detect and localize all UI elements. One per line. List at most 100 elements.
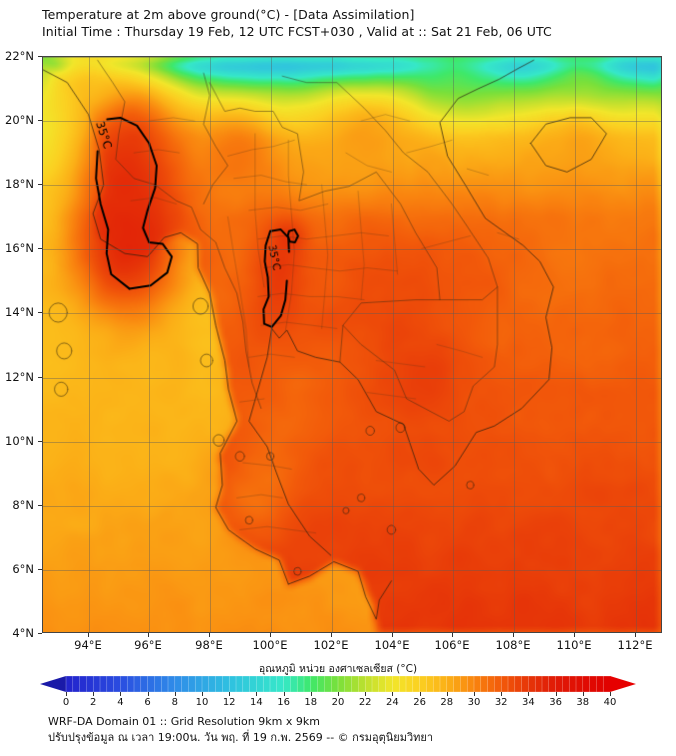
footer-line-1: WRF-DA Domain 01 :: Grid Resolution 9km … xyxy=(48,715,320,728)
colorbar-cell xyxy=(147,676,155,692)
y-tick-label-10: 10°N xyxy=(5,434,34,448)
colorbar-cell xyxy=(126,676,135,692)
footer-block: WRF-DA Domain 01 :: Grid Resolution 9km … xyxy=(48,714,648,746)
colorbar-tick-label-8: 8 xyxy=(171,697,178,708)
colorbar-cell xyxy=(269,676,278,692)
colorbar-cell xyxy=(330,676,339,692)
x-tick-100 xyxy=(270,633,271,637)
colorbar-cell xyxy=(317,676,325,692)
colorbar-tick-label-38: 38 xyxy=(576,697,590,708)
x-tick-106 xyxy=(452,633,453,637)
x-tick-label-102: 102°E xyxy=(313,638,349,652)
colorbar-cell xyxy=(405,676,414,692)
colorbar-over-arrow xyxy=(610,676,636,692)
y-tick-18 xyxy=(38,184,42,185)
colorbar-tick-label-16: 16 xyxy=(277,697,290,708)
colorbar-tick-14 xyxy=(256,692,258,696)
colorbar-cell xyxy=(276,676,285,692)
colorbar-cell xyxy=(344,676,353,692)
colorbar-cell xyxy=(303,676,312,692)
temperature-field-canvas xyxy=(43,57,661,632)
y-tick-8 xyxy=(38,505,42,506)
title-line-2: Initial Time : Thursday 19 Feb, 12 UTC F… xyxy=(42,24,552,39)
colorbar-cell xyxy=(113,676,121,692)
title-line-1: Temperature at 2m above ground(°C) - [Da… xyxy=(42,7,415,22)
colorbar-tick-24 xyxy=(392,692,394,696)
colorbar-cell xyxy=(466,676,475,692)
x-tick-94 xyxy=(88,633,89,637)
colorbar-cell xyxy=(446,676,455,692)
colorbar-tick-label-34: 34 xyxy=(522,697,535,708)
colorbar-cell xyxy=(602,676,611,692)
y-tick-20 xyxy=(38,120,42,121)
colorbar-tick-label-14: 14 xyxy=(250,697,263,708)
y-tick-label-14: 14°N xyxy=(5,305,34,319)
colorbar-cell xyxy=(351,676,359,692)
x-tick-104 xyxy=(392,633,393,637)
x-tick-label-100: 100°E xyxy=(252,638,288,652)
colorbar-cell xyxy=(514,676,523,692)
colorbar-cell xyxy=(79,676,87,692)
colorbar-cell xyxy=(589,676,597,692)
x-tick-label-108: 108°E xyxy=(495,638,531,652)
colorbar-cell xyxy=(235,676,244,692)
colorbar-tick-10 xyxy=(202,692,203,696)
colorbar-cell xyxy=(194,676,203,692)
colorbar-tick-label-28: 28 xyxy=(440,697,454,708)
colorbar-cell xyxy=(398,676,407,692)
colorbar-cell xyxy=(364,676,373,692)
colorbar-cell xyxy=(181,676,189,692)
colorbar-tick-20 xyxy=(338,692,339,696)
colorbar-tick-30 xyxy=(474,692,475,696)
colorbar-tick-0 xyxy=(66,692,67,696)
colorbar-cell xyxy=(432,676,441,692)
colorbar-cell xyxy=(528,676,536,692)
colorbar-cell xyxy=(494,676,502,692)
colorbar-tick-22 xyxy=(365,692,367,696)
colorbar-tick-label-36: 36 xyxy=(549,697,562,708)
colorbar-cell xyxy=(262,676,271,692)
temperature-map-figure: 94°E 96°E 98°E 100°E 102°E 104°E 106°E 108°E 110… xyxy=(5,49,662,652)
colorbar-tick-34 xyxy=(528,692,530,696)
colorbar-cell xyxy=(228,676,237,692)
colorbar-tick-16 xyxy=(283,692,285,696)
colorbar-tick-38 xyxy=(582,692,584,696)
colorbar-tick-40 xyxy=(610,692,611,696)
x-tick-label-98: 98°E xyxy=(195,638,223,652)
colorbar-cell xyxy=(65,676,74,692)
colorbar-tick-label-30: 30 xyxy=(467,697,481,708)
colorbar-tick-label-40: 40 xyxy=(603,697,617,708)
colorbar[interactable] xyxy=(40,676,636,692)
colorbar-tick-label-24: 24 xyxy=(386,697,399,708)
colorbar-cell xyxy=(154,676,162,692)
colorbar-tick-label-2: 2 xyxy=(90,697,97,708)
colorbar-cell xyxy=(460,676,468,692)
colorbar-tick-label-10: 10 xyxy=(195,697,209,708)
colorbar-cell xyxy=(582,676,591,692)
y-tick-16 xyxy=(38,248,42,249)
colorbar-cell xyxy=(453,676,461,692)
colorbar-under-arrow xyxy=(40,676,66,692)
colorbar-cell xyxy=(562,676,570,692)
colorbar-cell xyxy=(120,676,128,692)
map-plot-area[interactable] xyxy=(42,56,662,633)
colorbar-cell xyxy=(555,676,563,692)
y-tick-label-6: 6°N xyxy=(12,562,34,576)
colorbar-cell xyxy=(358,676,366,692)
y-tick-4 xyxy=(38,633,42,634)
colorbar-tick-label-12: 12 xyxy=(222,697,236,708)
colorbar-cell xyxy=(208,676,217,692)
y-tick-12 xyxy=(38,377,42,378)
colorbar-cell xyxy=(419,676,427,692)
x-tick-label-106: 106°E xyxy=(434,638,470,652)
y-tick-label-16: 16°N xyxy=(5,241,34,255)
colorbar-tick-36 xyxy=(555,692,557,696)
colorbar-cell xyxy=(160,676,169,692)
colorbar-cell xyxy=(296,676,305,692)
colorbar-cell xyxy=(548,676,557,692)
colorbar-cell xyxy=(487,676,495,692)
y-tick-label-12: 12°N xyxy=(5,370,34,384)
colorbar-tick-26 xyxy=(419,692,421,696)
x-tick-label-104: 104°E xyxy=(374,638,410,652)
colorbar-tick-label-32: 32 xyxy=(494,697,508,708)
